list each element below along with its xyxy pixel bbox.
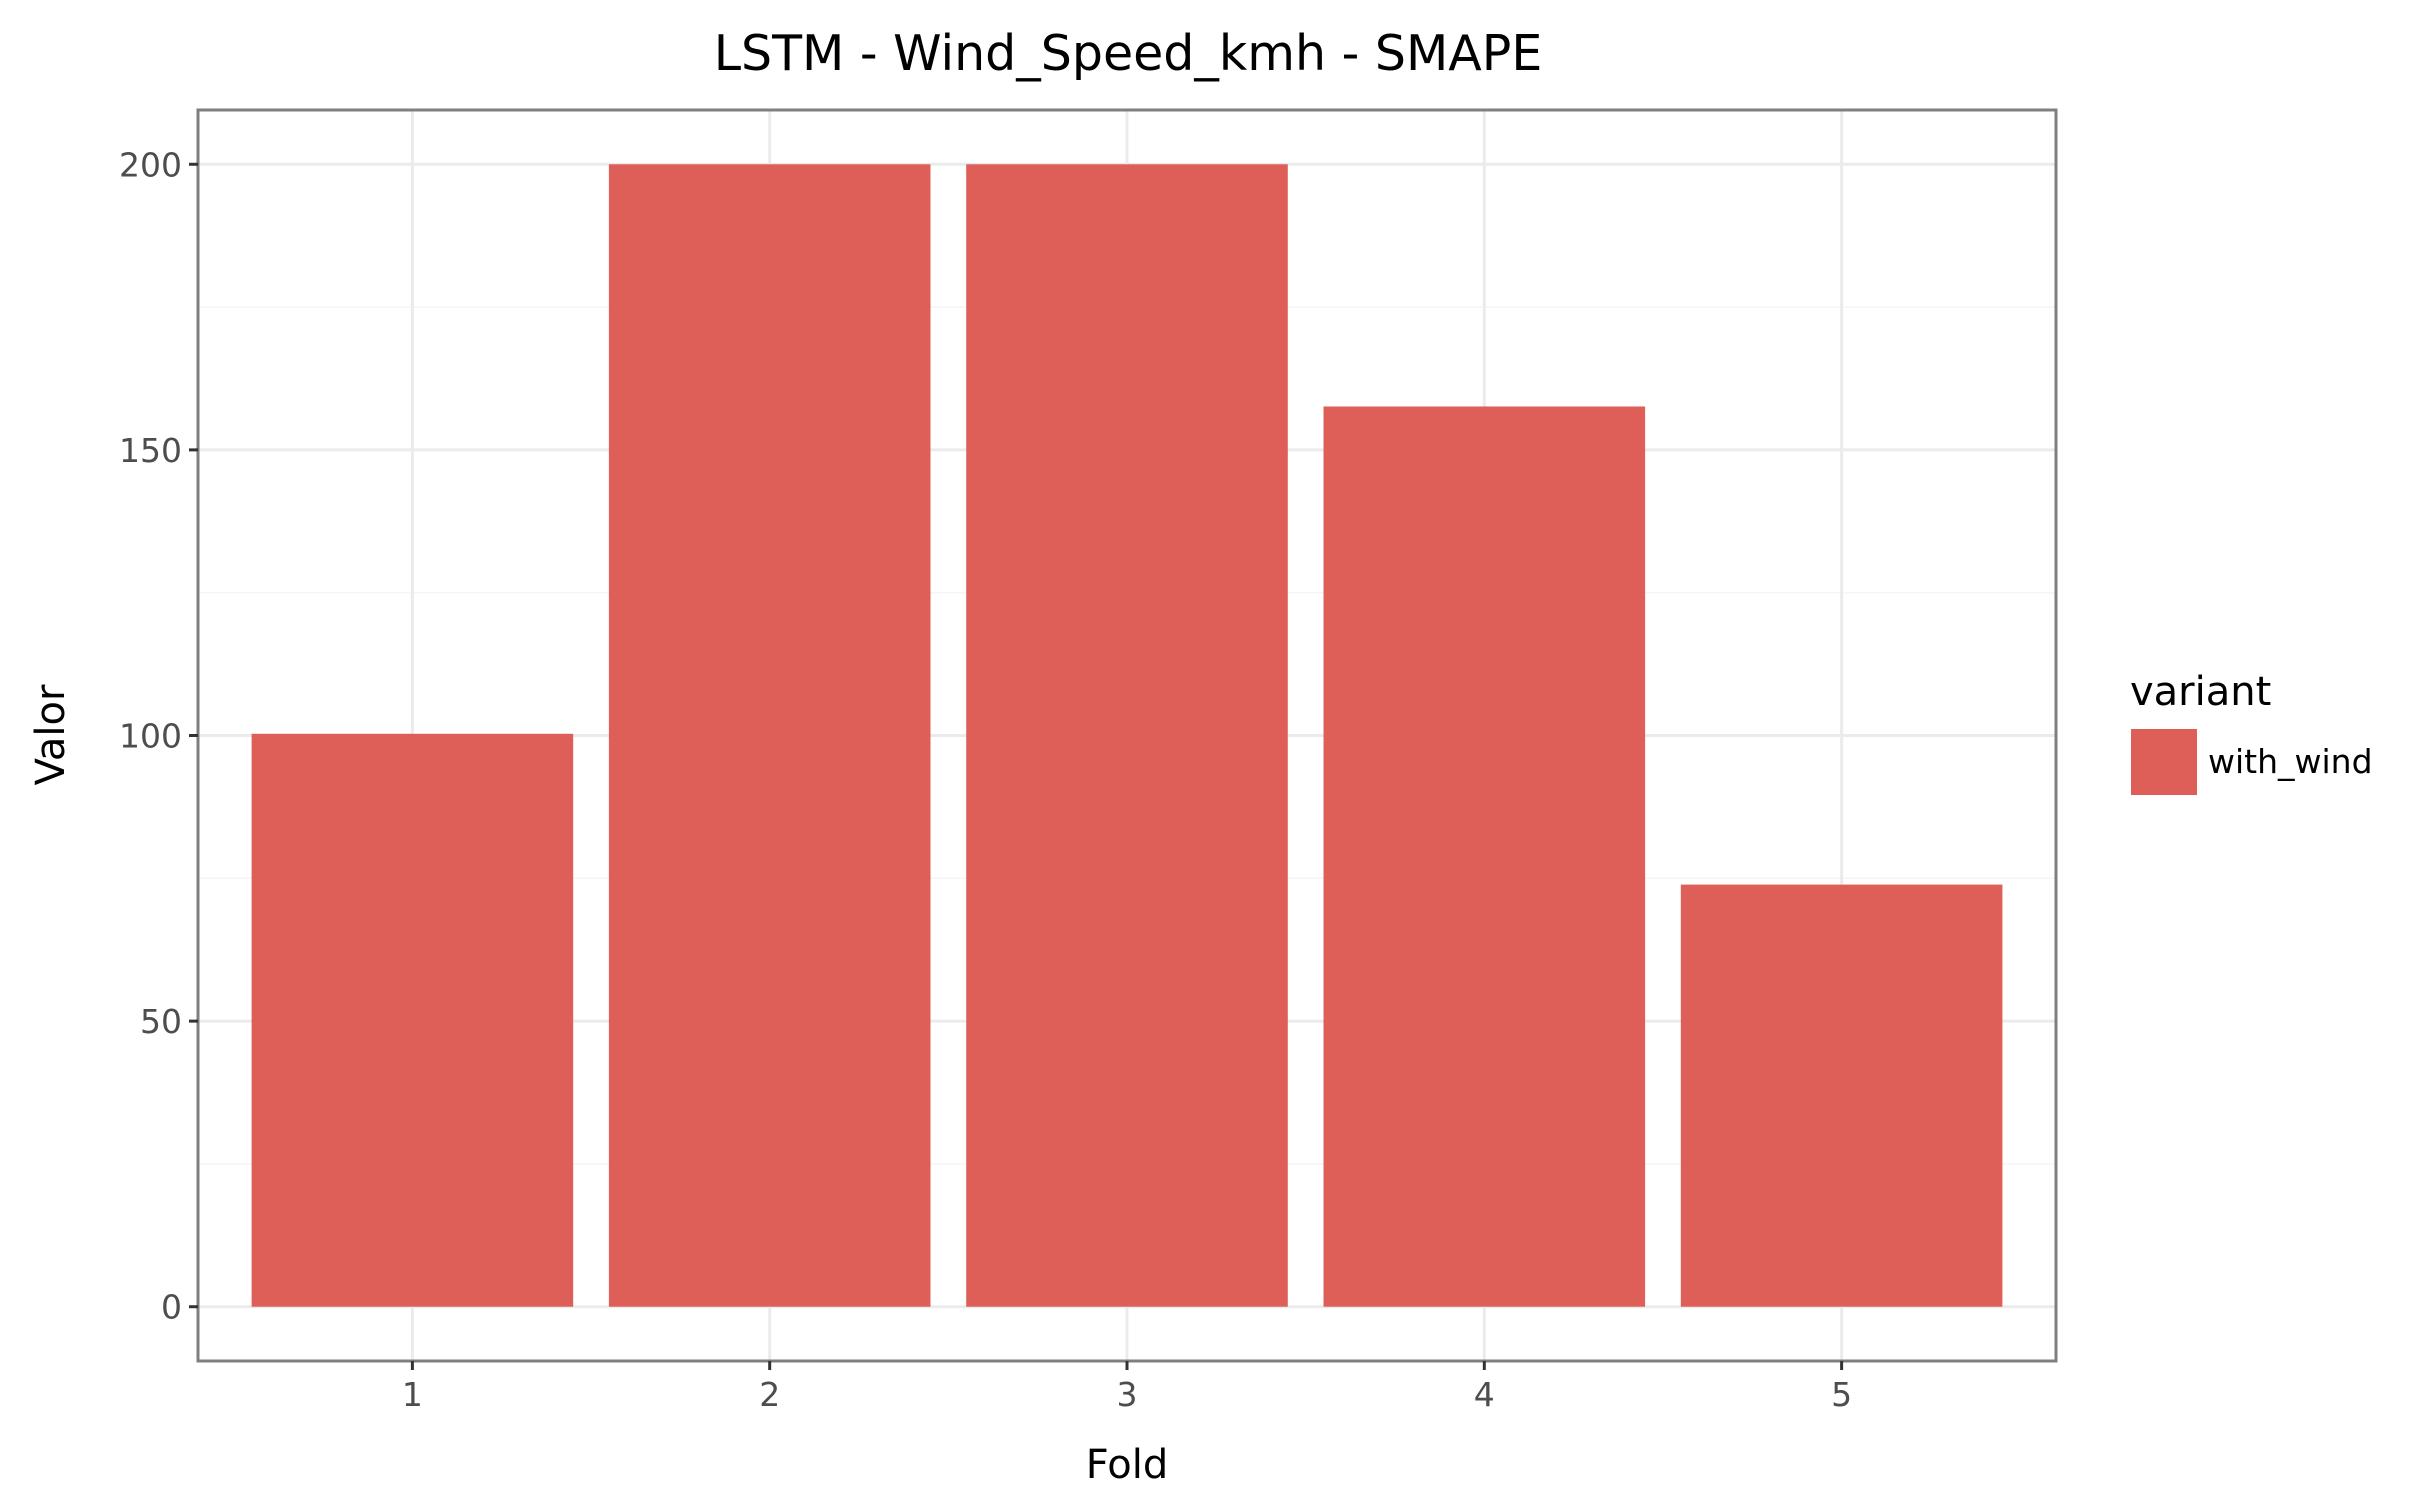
y-axis-title: Valor [28, 684, 74, 785]
y-tick-label: 200 [119, 145, 182, 184]
legend: variant with_wind [2130, 669, 2373, 795]
bars-layer [251, 164, 2003, 1307]
x-tick-label: 1 [402, 1375, 423, 1414]
chart-title: LSTM - Wind_Speed_kmh - SMAPE [714, 25, 1543, 82]
x-tick-label: 5 [1831, 1375, 1852, 1414]
x-axis-title: Fold [1086, 1442, 1169, 1488]
y-tick-label: 50 [140, 1002, 182, 1041]
legend-title: variant [2130, 669, 2271, 715]
y-tick-label: 100 [119, 717, 182, 756]
bar-fold-2 [608, 164, 931, 1307]
y-axis: 0 50 100 150 200 [119, 145, 198, 1327]
bar-fold-1 [251, 733, 574, 1307]
legend-label-with-wind: with_wind [2208, 742, 2373, 781]
y-tick-label: 150 [119, 431, 182, 470]
bar-fold-5 [1680, 884, 2003, 1307]
y-tick-label: 0 [161, 1288, 182, 1327]
x-tick-label: 4 [1474, 1375, 1495, 1414]
legend-key-with-wind [2131, 729, 2197, 795]
x-tick-label: 3 [1117, 1375, 1138, 1414]
bar-fold-3 [966, 164, 1288, 1307]
bar-fold-4 [1323, 406, 1646, 1307]
x-axis: 1 2 3 4 5 [402, 1361, 1852, 1414]
x-tick-label: 2 [759, 1375, 780, 1414]
